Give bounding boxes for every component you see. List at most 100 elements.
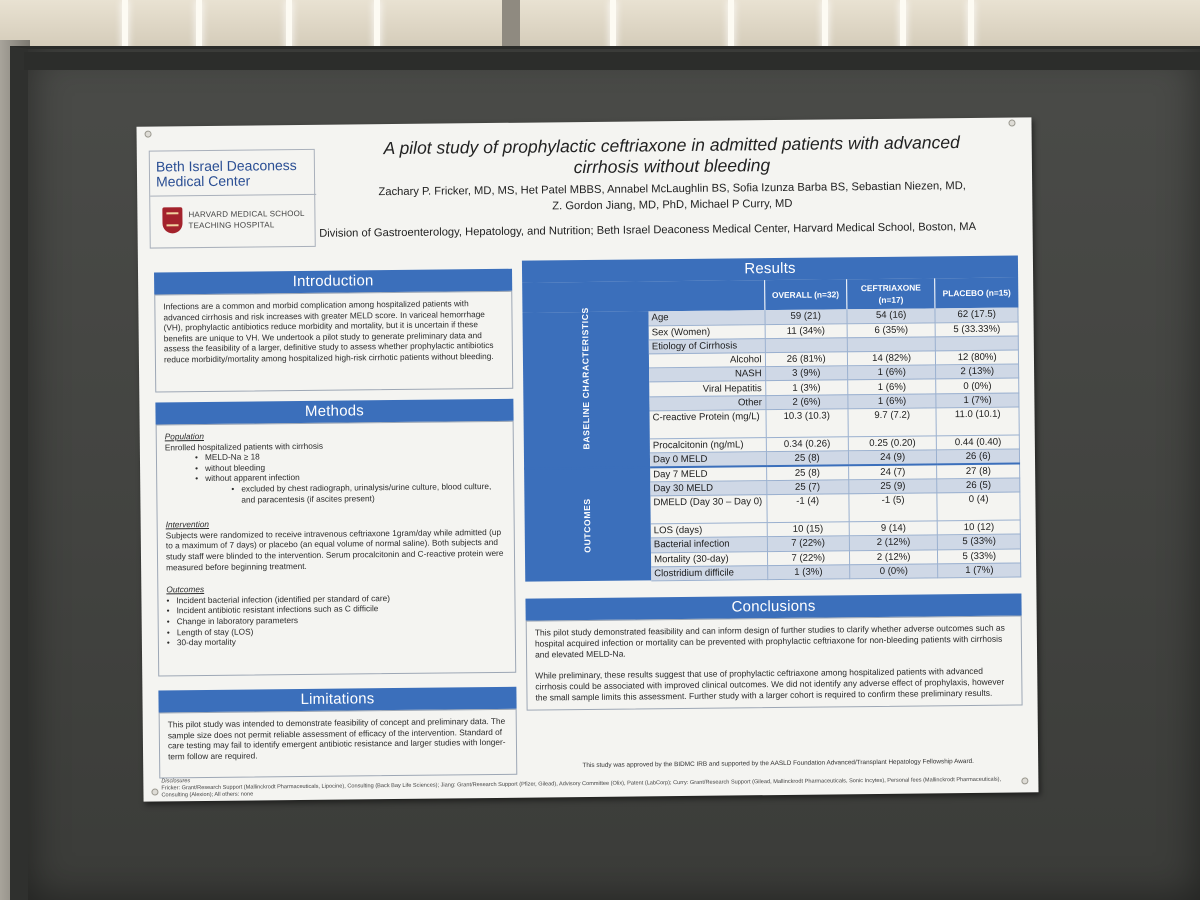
push-pin-icon (144, 130, 152, 138)
cell-ceftriaxone: 1 (6%) (847, 393, 937, 409)
cell-placebo: 5 (33%) (937, 548, 1021, 564)
cell-ceftriaxone: 0.25 (0.20) (848, 435, 937, 451)
row-label: LOS (days) (650, 522, 767, 539)
ceiling-light (286, 0, 292, 52)
methods-body: Population Enrolled hospitalized patient… (155, 420, 517, 677)
cell-ceftriaxone: 9 (14) (849, 521, 938, 537)
cell-placebo: 5 (33.33%) (935, 321, 1019, 337)
ceiling-light (822, 0, 828, 52)
ceiling-light (728, 0, 734, 52)
cell-ceftriaxone: 54 (16) (846, 308, 936, 324)
row-label: Day 30 MELD (650, 480, 767, 497)
cell-placebo (935, 335, 1019, 351)
cell-ceftriaxone: 14 (82%) (847, 350, 936, 367)
cell-ceftriaxone: 2 (12%) (849, 549, 939, 565)
ceiling-light (610, 0, 616, 52)
cell-overall: 7 (22%) (766, 550, 850, 566)
column-header-ceftriaxone: CEFTRIAXONE (n=17) (846, 278, 936, 310)
cell-placebo: 0 (0%) (936, 378, 1019, 394)
cell-ceftriaxone: 24 (9) (848, 449, 937, 466)
cell-ceftriaxone: 24 (7) (848, 464, 938, 480)
cell-overall: 25 (8) (765, 450, 849, 467)
row-label: Other (649, 395, 766, 411)
cell-overall: 1 (3%) (767, 564, 850, 580)
push-pin-icon (1021, 777, 1029, 785)
author-list: Zachary P. Fricker, MD, MS, Het Patel MB… (378, 180, 966, 213)
row-label: Day 7 MELD (650, 466, 767, 482)
cell-overall: 11 (34%) (764, 323, 848, 339)
funding-footnote: This study was approved by the BIDMC IRB… (582, 757, 974, 770)
cell-ceftriaxone: -1 (5) (848, 493, 938, 522)
baseline-group-label: BASELINE CHARACTERISTICS (522, 307, 651, 469)
cell-overall: 25 (8) (766, 465, 849, 481)
push-pin-icon (1008, 119, 1016, 127)
poster: Beth Israel Deaconess Medical Center HAR… (136, 117, 1039, 802)
row-label: DMELD (Day 30 – Day 0) (650, 494, 767, 525)
population-sub-bullet: excluded by chest radiograph, urinalysis… (165, 481, 505, 506)
logo-divider (150, 193, 317, 197)
conclusion-paragraph: This pilot study demonstrated feasibilit… (534, 622, 1005, 660)
cell-overall: 26 (81%) (764, 351, 848, 367)
cell-ceftriaxone: 1 (6%) (847, 379, 937, 395)
column-header-placebo: PLACEBO (n=15) (935, 277, 1018, 309)
cell-overall: -1 (4) (766, 493, 850, 523)
row-label: Sex (Women) (648, 324, 765, 340)
cell-placebo: 2 (13%) (935, 364, 1019, 380)
cell-overall: 2 (6%) (765, 394, 848, 410)
cell-placebo: 1 (7%) (938, 562, 1021, 578)
cell-overall: 1 (3%) (765, 380, 848, 396)
table-header-blank (522, 280, 765, 313)
cell-placebo: 26 (6) (936, 448, 1020, 465)
harvard-shield-icon (162, 207, 183, 234)
row-label: Etiology of Cirrhosis (648, 338, 765, 354)
cell-ceftriaxone: 25 (9) (848, 478, 938, 494)
cell-placebo: 27 (8) (936, 463, 1020, 479)
row-label: Mortality (30-day) (650, 551, 768, 567)
cell-placebo: 26 (5) (937, 477, 1020, 494)
cell-overall: 25 (7) (766, 479, 849, 495)
baseline-section: BASELINE CHARACTERISTICS Age 59 (21) 54 (16… (522, 307, 1020, 469)
bidmc-logo-text: Beth Israel Deaconess Medical Center (155, 157, 297, 190)
row-label: Procalcitonin (ng/mL) (649, 437, 766, 453)
cell-placebo: 0.44 (0.40) (936, 434, 1020, 450)
limitations-text: This pilot study was intended to demonst… (158, 708, 518, 779)
conclusions-body: This pilot study demonstrated feasibilit… (525, 615, 1023, 711)
ceiling-light (122, 0, 128, 52)
cell-overall: 10 (15) (766, 521, 850, 538)
intervention-text: Subjects were randomized to receive intr… (165, 526, 504, 572)
cell-overall: 3 (9%) (765, 366, 848, 382)
outcomes-group-label: OUTCOMES (524, 467, 652, 583)
row-label: Viral Hepatitis (649, 381, 766, 397)
outcome-bullet: 30-day mortality (167, 634, 507, 648)
left-column: Introduction Infections are a common and… (154, 268, 518, 779)
ceiling-light (900, 0, 906, 52)
results-table: OVERALL (n=32) CEFTRIAXONE (n=17) PLACEB… (522, 277, 1021, 583)
ceiling-beam (502, 0, 520, 60)
conclusion-paragraph: While preliminary, these results suggest… (535, 666, 1005, 703)
ceiling-light (374, 0, 380, 52)
cell-ceftriaxone: 0 (0%) (849, 563, 939, 579)
poster-title: A pilot study of prophylactic ceftriaxon… (383, 132, 960, 178)
row-label: Alcohol (648, 352, 766, 369)
row-label: NASH (649, 366, 766, 383)
row-label: Bacterial infection (650, 537, 767, 553)
row-label: Clostridium difficile (651, 565, 768, 581)
row-label: Day 0 MELD (649, 451, 767, 468)
ceiling-light (196, 0, 202, 52)
cell-placebo: 10 (12) (937, 520, 1021, 536)
outcomes-section: OUTCOMES Day 7 MELD 25 (8) 24 (7) 27 (8) Day … (524, 463, 1021, 583)
cell-overall: 7 (22%) (766, 536, 850, 552)
cell-ceftriaxone: 9.7 (7.2) (847, 407, 937, 437)
cell-ceftriaxone: 1 (6%) (847, 365, 937, 381)
cell-ceftriaxone (847, 336, 936, 352)
cell-overall (764, 337, 848, 353)
cell-placebo: 62 (17.5) (935, 307, 1019, 323)
cell-ceftriaxone: 2 (12%) (849, 535, 938, 551)
cell-overall: 59 (21) (764, 309, 847, 325)
right-column: Results OVERALL (n=32) CEFTRIAXONE (n=17… (521, 255, 1023, 711)
cell-placebo: 11.0 (10.1) (936, 406, 1020, 436)
cell-ceftriaxone: 6 (35%) (846, 322, 936, 338)
cell-placebo: 12 (80%) (935, 350, 1019, 366)
cell-placebo: 1 (7%) (936, 392, 1019, 408)
column-header-overall: OVERALL (n=32) (764, 279, 847, 311)
